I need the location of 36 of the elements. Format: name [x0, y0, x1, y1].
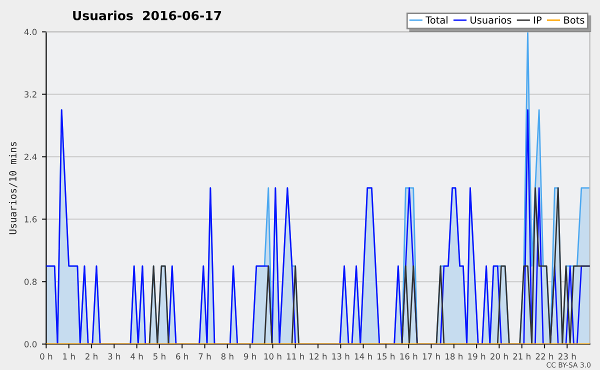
- x-tick-label: 5 h: [153, 353, 166, 360]
- x-tick-label: 20 h: [490, 353, 508, 360]
- y-tick-label: 4.0: [24, 28, 37, 36]
- y-tick-label: 3.2: [24, 91, 36, 98]
- legend-label: IP: [534, 16, 542, 24]
- x-tick-label: 12 h: [310, 353, 327, 360]
- x-tick-label: 2 h: [85, 353, 98, 360]
- x-tick-label: 10 h: [264, 353, 282, 360]
- x-tick-label: 16 h: [400, 353, 418, 360]
- x-tick-label: 1 h: [63, 353, 75, 360]
- x-tick-label: 23 h: [558, 353, 576, 360]
- x-tick-label: 3 h: [108, 353, 120, 360]
- legend-label: Bots: [564, 16, 584, 24]
- x-tick-label: 8 h: [221, 353, 234, 360]
- x-tick-label: 6 h: [176, 353, 188, 360]
- legend-label: Usuarios: [470, 16, 512, 24]
- x-tick-label: 15 h: [378, 353, 395, 360]
- y-tick-label: 2.4: [24, 154, 37, 160]
- x-tick-label: 7 h: [198, 353, 211, 360]
- x-tick-label: 13 h: [332, 353, 350, 360]
- y-tick-label: 0.8: [24, 278, 37, 285]
- y-tick-label: 1.6: [24, 216, 37, 222]
- y-tick-label: 0.0: [24, 341, 37, 348]
- x-tick-label: 19 h: [468, 353, 486, 360]
- x-tick-label: 9 h: [244, 353, 256, 360]
- y-axis-title: Usuarios/10 mins: [8, 142, 18, 234]
- x-tick-label: 17 h: [422, 353, 440, 360]
- legend-label: Total: [426, 16, 448, 24]
- chart-title: Usuarios 2016-06-17: [73, 10, 222, 20]
- x-tick-label: 0 h: [40, 353, 52, 360]
- x-tick-label: 4 h: [130, 353, 143, 360]
- x-tick-label: 18 h: [446, 353, 462, 360]
- x-tick-label: 21 h: [513, 353, 530, 360]
- x-tick-label: 14 h: [354, 353, 372, 360]
- x-tick-label: 11 h: [287, 353, 304, 360]
- x-tick-label: 22 h: [536, 353, 554, 360]
